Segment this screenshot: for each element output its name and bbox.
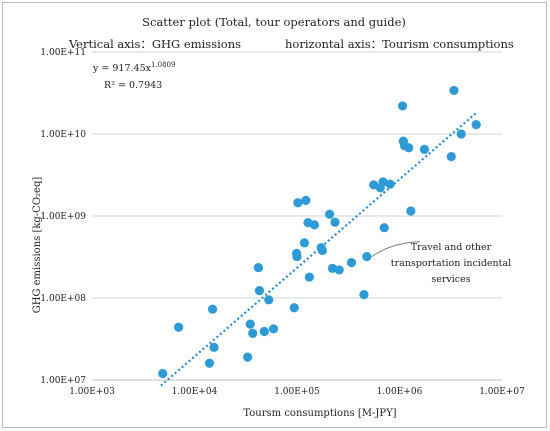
data-point	[299, 238, 309, 248]
data-point	[385, 179, 395, 189]
data-point	[362, 251, 372, 262]
chart-title: Scatter plot (Total, tour operators and …	[142, 15, 406, 29]
x-tick-label: 1.00E+05	[274, 387, 320, 397]
tick-labels: 1.00E+07 1.00E+08 1.00E+09 1.00E+10 1.00E+11…	[40, 48, 525, 397]
y-tick-label: 1.00E+11	[40, 48, 86, 58]
x-tick-label: 1.00E+03	[69, 387, 115, 397]
annotation-leader-line	[371, 241, 420, 257]
data-point	[334, 265, 344, 275]
data-point	[289, 303, 299, 313]
data-point	[471, 120, 481, 130]
data-point	[397, 101, 408, 111]
data-point	[449, 85, 459, 96]
y-tick-label: 1.00E+08	[40, 294, 86, 304]
chart-frame	[2, 2, 547, 428]
gridlines	[92, 51, 502, 299]
data-point	[378, 177, 388, 187]
data-point	[204, 358, 215, 368]
data-point	[207, 304, 218, 314]
chart-subtitle-right: horizontal axis：Tourism consumptions	[285, 37, 514, 51]
data-point	[301, 195, 311, 205]
x-tick-label: 1.00E+04	[172, 387, 218, 397]
trend-equation-exponent: 1.0809	[151, 61, 176, 69]
data-point	[304, 272, 314, 282]
trend-equation: y = 917.45x1.0809	[92, 61, 175, 74]
x-tick-label: 1.00E+07	[479, 387, 525, 397]
data-point	[406, 206, 416, 216]
y-tick-label: 1.00E+07	[40, 376, 86, 386]
data-point	[446, 152, 456, 162]
data-point	[158, 368, 168, 379]
x-tick-label: 1.00E+06	[377, 387, 423, 397]
annotation-layer: Travel and other transportation incidenta…	[371, 241, 511, 285]
data-point	[268, 324, 279, 334]
annotation-text-line: services	[431, 274, 470, 285]
data-point	[309, 220, 320, 230]
data-point	[404, 143, 414, 153]
data-point	[359, 290, 369, 300]
data-point	[254, 286, 265, 296]
x-axis-label: Toursm consumptions [M-JPY]	[243, 408, 396, 419]
data-point	[419, 144, 430, 154]
data-point	[292, 251, 302, 262]
data-point	[264, 295, 274, 305]
data-point	[248, 328, 258, 339]
data-point	[317, 245, 328, 256]
data-point	[346, 258, 357, 268]
data-point	[243, 352, 253, 362]
y-axis-label: GHG emissions [kg-CO₂eq]	[32, 177, 43, 314]
data-points	[158, 85, 481, 379]
data-point	[456, 129, 466, 139]
data-point	[174, 322, 184, 332]
data-point	[325, 209, 335, 219]
annotation-text-line: Travel and other	[411, 242, 492, 253]
chart-subtitle-left: Vertical axis：GHG emissions	[68, 37, 241, 51]
annotation-text-line: transportation incidental	[391, 258, 511, 269]
data-point	[209, 342, 219, 352]
data-point	[379, 223, 389, 233]
data-point	[245, 319, 255, 329]
y-tick-label: 1.00E+09	[40, 212, 86, 222]
r-squared-label: R² = 0.7943	[104, 80, 162, 91]
trend-equation-base: y = 917.45x	[92, 63, 152, 74]
data-point	[293, 198, 303, 208]
data-point	[330, 217, 340, 227]
data-point	[253, 262, 263, 273]
y-tick-label: 1.00E+10	[40, 130, 86, 140]
data-point	[259, 326, 269, 337]
